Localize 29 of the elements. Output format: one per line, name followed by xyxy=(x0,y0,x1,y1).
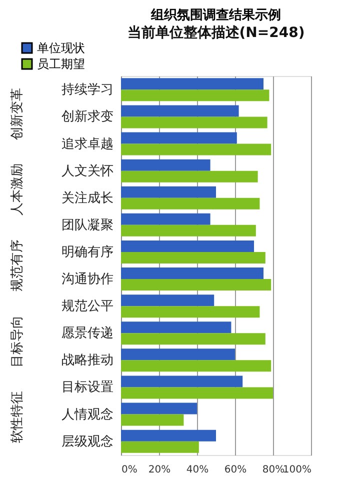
text: 规范有序 xyxy=(9,240,25,292)
y-tick-label: 关注成长 xyxy=(62,190,114,206)
legend-label: 员工期望 xyxy=(37,57,85,71)
x-tick-label: 60% xyxy=(224,464,247,476)
x-tick-label: 100% xyxy=(282,464,312,476)
y-tick-label: 人情观念 xyxy=(62,407,114,422)
chart-title: 组织氛围调查结果示例 xyxy=(150,8,281,23)
x-tick-label: 0% xyxy=(122,464,138,476)
x-tick-label: 20% xyxy=(148,464,171,476)
y-tick-label: 持续学习 xyxy=(62,82,114,98)
text: 目标导向 xyxy=(10,315,25,368)
x-tick-label: 40% xyxy=(186,464,209,476)
y-tick-label: 明确有序 xyxy=(62,244,114,260)
text: 创新变革 xyxy=(10,88,25,140)
y-tick-label: 战略推动 xyxy=(62,353,114,368)
chart-subtitle: 当前单位整体描述(N=248) xyxy=(127,25,305,41)
y-tick-label: 人文关怀 xyxy=(62,164,114,179)
y-tick-label: 层级观念 xyxy=(62,434,114,450)
text: 软性特征 xyxy=(10,391,25,444)
text: 人本激励 xyxy=(10,164,25,216)
x-tick-label: 80% xyxy=(262,464,285,476)
y-tick-label: 规范公平 xyxy=(62,299,114,314)
y-tick-label: 团队凝聚 xyxy=(62,218,114,233)
y-tick-label: 沟通协作 xyxy=(62,272,114,288)
legend-label: 单位现状 xyxy=(37,41,85,55)
y-tick-label: 创新求变 xyxy=(62,110,114,125)
y-tick-label: 追求卓越 xyxy=(62,136,114,152)
y-tick-label: 目标设置 xyxy=(62,380,114,396)
y-tick-label: 愿景传递 xyxy=(62,326,114,342)
